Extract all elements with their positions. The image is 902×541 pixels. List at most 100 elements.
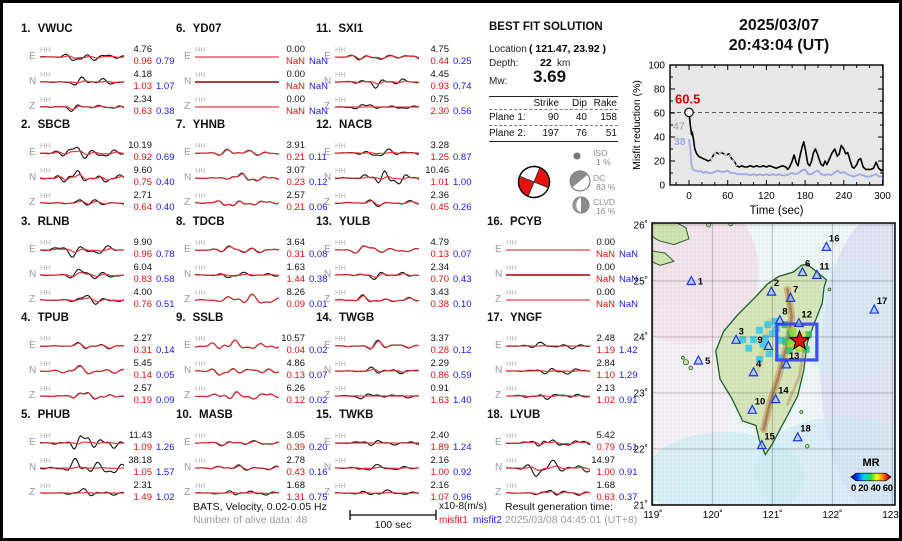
station-name: YNGF (510, 312, 542, 324)
map-station-number: 15 (764, 432, 775, 443)
amplitude-value: 6.04 (133, 262, 153, 273)
waveform-plot: HH (506, 288, 590, 301)
station-block: 18. LYUB E HH 5.42 0.79 0.51 N HH 14.97 1.00 0.91 Z H… (487, 409, 649, 509)
station-header: 2. SBCB (21, 119, 70, 131)
waveform-plot: HH (195, 166, 279, 182)
component-label: Z (29, 197, 36, 208)
waveform-plot: HH (335, 359, 419, 375)
y-tick-label: 40 (654, 133, 666, 144)
waveform-row: E HH 10.19 0.92 0.69 (21, 140, 181, 165)
map-lon-label: 122˚ (822, 509, 842, 521)
waveform-row: Z HH 2.31 1.49 1.02 (21, 480, 181, 505)
amplitude-value: 4.00 (133, 287, 153, 298)
x-tick-label: 0 (686, 191, 692, 202)
synthetic-trace (195, 391, 279, 400)
amplitude-value: 5.42 (596, 430, 616, 441)
waveform-plot: HH (335, 384, 419, 400)
misfit2-value: 0.16 (309, 467, 328, 478)
waveform-row: E HH 4.79 0.13 0.07 (316, 237, 476, 262)
band-code-label: HH (195, 95, 206, 104)
misfit2-value: 0.25 (453, 56, 472, 67)
map-station-marker (770, 393, 781, 404)
iso-icon (573, 152, 581, 160)
station-header: 16. PCYB (487, 216, 542, 228)
amplitude-value: 5.45 (133, 358, 153, 369)
misfit2-value: 0.02 (309, 395, 328, 406)
waveform-plot: HH (335, 334, 419, 350)
misfit1-value: 0.21 (286, 202, 306, 213)
synthetic-trace (195, 339, 279, 350)
misfit1-value: 0.31 (133, 345, 153, 356)
station-block: 7. YHNB E HH 3.91 0.21 0.11 N HH 3.07 0.23 0.12 Z HH 2… (176, 119, 338, 219)
misfit2-value: 0.01 (309, 299, 328, 310)
misfit1-value: 0.75 (133, 177, 153, 188)
waveform-plot: HH (40, 238, 124, 258)
amplitude-value: 4.45 (430, 69, 450, 80)
decomposition-pct: 83 % (596, 182, 616, 192)
misfit1-value: 1.63 (430, 395, 450, 406)
misfit-heat-cell (785, 346, 793, 354)
plane-value: 40 (575, 112, 587, 123)
map-station-marker (747, 404, 758, 414)
map-station-number: 14 (778, 386, 789, 397)
synthetic-trace (195, 368, 279, 376)
misfit1-value: 0.79 (596, 442, 616, 453)
station-header: 4. TPUB (21, 312, 69, 324)
misfit1-value: 0.76 (133, 299, 153, 310)
misfit2-value: 0.09 (156, 395, 175, 406)
synthetic-trace (506, 370, 590, 373)
band-code-label: HH (335, 263, 346, 272)
amplitude-value: 2.48 (596, 333, 616, 344)
station-block: 15. TWKB E HH 2.40 1.89 1.24 N HH 2.16 1.00 0.92 Z HH… (316, 409, 478, 509)
grid-dots-overlay (652, 223, 895, 505)
waveform-plot: HH (195, 45, 279, 58)
station-name: YD07 (192, 23, 222, 35)
waveform-row: Z HH 3.43 0.38 0.10 (316, 287, 476, 312)
misfit1-value: 0.44 (430, 56, 450, 67)
amplitude-value: 2.34 (133, 94, 153, 105)
misfit1-value: 2.30 (430, 106, 450, 117)
component-label: N (29, 172, 37, 183)
misfit2-value: 0.11 (309, 152, 327, 163)
amplitude-value: 11.43 (128, 430, 152, 441)
component-label: Z (29, 101, 36, 112)
misfit2-value: 1.57 (156, 467, 175, 478)
misfit1-value: 0.04 (286, 345, 306, 356)
synthetic-trace (195, 149, 279, 156)
component-label: Z (29, 487, 36, 498)
misfit-heat-cell (749, 336, 757, 344)
misfit-heat-cell (789, 327, 797, 335)
amplitude-value: 6.26 (286, 383, 306, 394)
map-lat-label: 24˚ (634, 332, 648, 344)
waveform-row: N HH 3.07 0.23 0.12 (176, 165, 336, 190)
waveform-row: N HH 5.45 0.14 0.05 (21, 358, 181, 383)
band-code-label: HH (195, 384, 206, 393)
component-label: Z (184, 197, 191, 208)
band-code-label: HH (40, 238, 51, 247)
station-number: 16. (487, 216, 503, 228)
synthetic-trace (40, 297, 124, 303)
map-station-number: 10 (755, 396, 766, 407)
table-divider (489, 141, 618, 142)
station-name: TWGB (339, 312, 375, 324)
component-label: N (29, 269, 37, 280)
misfit1-value: NaN (285, 81, 305, 92)
table-header: Strike (533, 98, 559, 109)
best-value-label: 60.5 (675, 91, 700, 106)
observed-trace (506, 459, 590, 477)
component-label: Z (324, 101, 331, 112)
misfit1-value: 1.31 (286, 492, 306, 503)
waveform-row: N HH 4.45 0.93 0.74 (316, 69, 476, 94)
map-lon-label: 121˚ (763, 509, 783, 521)
band-code-label: HH (335, 481, 346, 490)
amplitude-value: 2.16 (430, 455, 450, 466)
map-station-number: 4 (756, 359, 762, 370)
waveform-plot: HH (335, 141, 419, 157)
misfit1-value: 1.03 (133, 81, 153, 92)
misfit2-value: 1.29 (619, 370, 638, 381)
amplitude-value: 2.27 (133, 333, 153, 344)
station-number: 15. (316, 409, 332, 421)
amplitude-value: 8.26 (286, 287, 306, 298)
band-code-label: HH (195, 288, 206, 297)
waveform-row: E HH 3.64 0.31 0.08 (176, 237, 336, 262)
